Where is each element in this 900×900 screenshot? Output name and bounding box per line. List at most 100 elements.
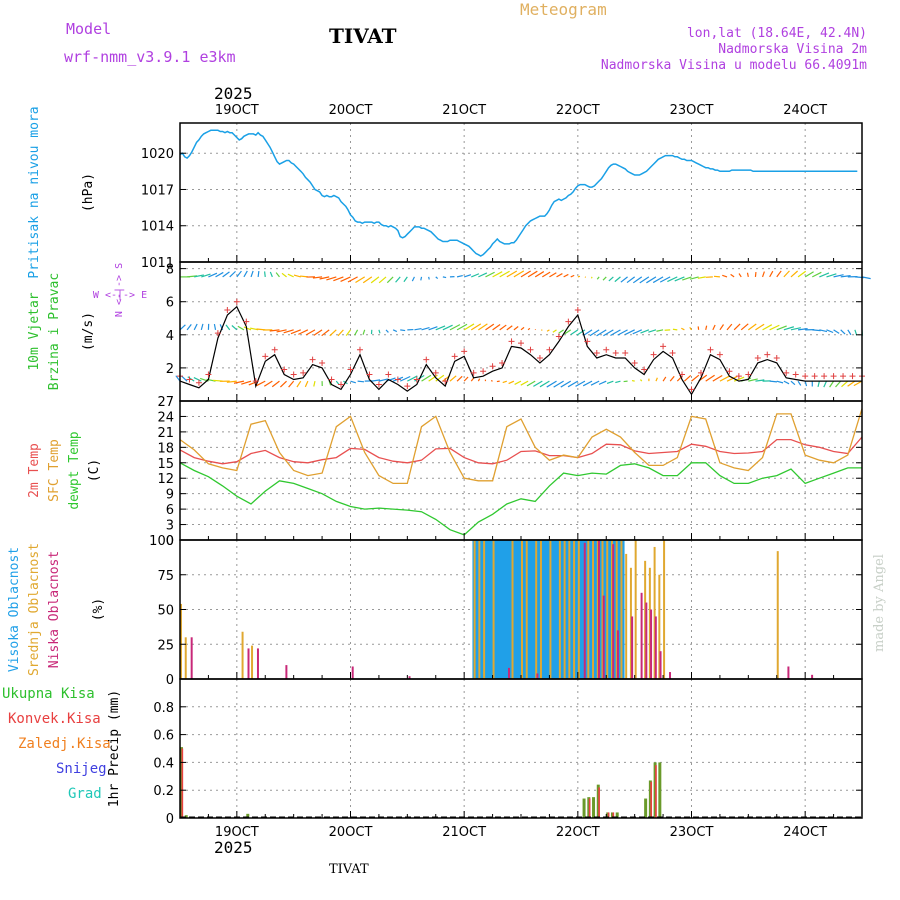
- wind-barb: [819, 272, 830, 278]
- wind-barb: [215, 271, 224, 278]
- mid-cloud-bar: [648, 567, 651, 679]
- wind-gust-marker: [300, 369, 307, 376]
- wind-gust-marker: [375, 381, 382, 388]
- y-axis-label: (%): [91, 598, 106, 621]
- wind-barb: [539, 380, 550, 388]
- wind-barb: [761, 271, 765, 278]
- y-tick-label: 100: [149, 534, 174, 549]
- wind-barb: [615, 380, 621, 384]
- wind-gust-marker: [508, 338, 515, 345]
- legend-convective-rain: Konvek.Kisa: [8, 711, 101, 727]
- wind-barb: [596, 329, 607, 337]
- wind-barb: [589, 329, 600, 337]
- wind-barb: [478, 323, 488, 331]
- wind-gust-marker: [413, 376, 420, 383]
- wind-barb: [672, 328, 678, 331]
- wind-barb: [470, 323, 482, 331]
- mid-cloud-bar: [525, 540, 528, 679]
- wind-barb: [652, 276, 664, 284]
- wind-barb: [835, 380, 842, 388]
- wind-barb: [674, 276, 685, 282]
- y-tick-label: 0.4: [153, 756, 174, 771]
- legend-snow: Snijeg: [56, 761, 107, 777]
- wind-barb: [755, 379, 765, 382]
- wind-barb: [527, 327, 531, 331]
- wind-barb: [840, 275, 851, 278]
- wind-gust-marker: [603, 346, 610, 353]
- high-cloud-bar: [496, 540, 502, 679]
- wind-gust-marker: [716, 351, 723, 358]
- total-rain-bar: [592, 797, 596, 818]
- wind-barb: [614, 276, 621, 283]
- low-cloud-bar: [190, 637, 193, 679]
- wind-barb: [610, 329, 621, 337]
- low-cloud-bar: [583, 542, 586, 679]
- wind-barb: [305, 329, 316, 336]
- wind-gust-marker: [660, 343, 667, 350]
- y-axis-label: 1hr Precip (mm): [107, 690, 122, 807]
- wind-barb: [769, 270, 774, 278]
- mid-cloud-bar: [478, 540, 481, 679]
- wind-barb: [471, 273, 480, 278]
- wind-barb: [400, 329, 406, 332]
- wind-barb: [208, 272, 218, 278]
- wind-barb: [817, 381, 820, 388]
- y-axis-label: SFC Temp: [47, 439, 62, 502]
- low-cloud-bar: [351, 666, 354, 679]
- y-tick-label: 0.8: [153, 701, 174, 716]
- wind-gust-marker: [195, 379, 202, 386]
- wind-gust-marker: [764, 351, 771, 358]
- total-rain-bar: [246, 813, 250, 818]
- day-label-top: 24OCT: [783, 103, 827, 118]
- wind-barb: [520, 326, 525, 331]
- wind-barb: [606, 380, 614, 385]
- wind-barb: [250, 270, 254, 278]
- mid-cloud-bar: [776, 551, 779, 679]
- wind-gust-marker: [821, 373, 828, 380]
- wind-gust-marker: [186, 376, 193, 383]
- wind-barb: [520, 270, 531, 278]
- wind-barb: [319, 276, 330, 280]
- wind-barb: [590, 380, 600, 386]
- total-rain-bar: [610, 812, 614, 818]
- wind-barb: [456, 323, 468, 331]
- wind-barb: [237, 325, 245, 331]
- mid-cloud-bar: [620, 540, 623, 679]
- wind-barb: [556, 273, 563, 278]
- wind-barb: [583, 329, 593, 337]
- wind-barb: [697, 276, 706, 279]
- high-cloud-bar: [515, 540, 521, 679]
- model-elevation-text: Nadmorska Visina u modelu 66.4091m: [600, 58, 867, 73]
- wind-gust-marker: [423, 356, 430, 363]
- low-cloud-bar: [408, 676, 411, 679]
- wind-gust-marker: [584, 338, 591, 345]
- wind-barb: [279, 380, 287, 388]
- wind-gust-marker: [499, 359, 506, 366]
- wind-barb: [533, 380, 543, 387]
- total-rain-bar: [596, 784, 600, 818]
- wind-barb: [193, 323, 198, 331]
- mid-cloud-bar: [634, 540, 637, 679]
- wind-gust-marker: [489, 363, 496, 370]
- wind-barb: [603, 329, 614, 337]
- wind-compass-horizontal: W <-|-> E: [93, 290, 147, 301]
- wind-barb: [506, 325, 513, 331]
- wind-gust-marker: [707, 346, 714, 353]
- meteogram-title: Meteogram: [520, 0, 607, 19]
- wind-barb: [804, 380, 808, 387]
- wind-barb: [506, 270, 518, 278]
- wind-barb: [435, 374, 445, 382]
- mid-cloud-bar: [492, 540, 495, 679]
- dewpoint-line: [179, 462, 862, 536]
- wind-barb: [608, 276, 614, 282]
- wind-barb: [421, 374, 432, 382]
- wind-gust-marker: [432, 369, 439, 376]
- mid-cloud-bar: [610, 540, 613, 679]
- wind-barb: [275, 272, 280, 278]
- wind-barb: [385, 329, 389, 333]
- wind-barb: [534, 271, 545, 278]
- wind-barb: [776, 325, 787, 331]
- wind-barb: [712, 375, 723, 382]
- wind-gust-marker: [679, 371, 686, 378]
- mid-cloud-bar: [573, 540, 576, 679]
